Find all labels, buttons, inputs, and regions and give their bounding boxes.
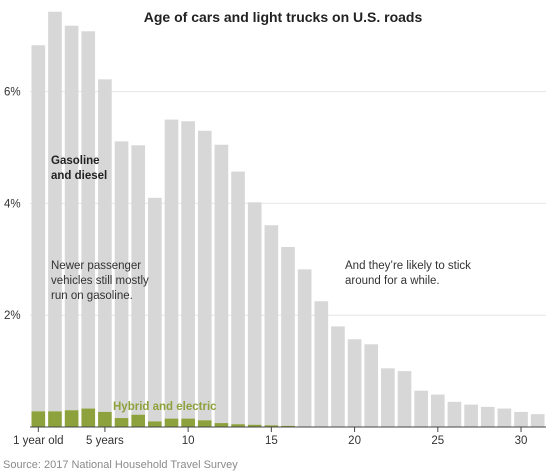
y-tick-label: 2% xyxy=(4,310,21,322)
gas-bar xyxy=(397,371,412,427)
x-tick-label: 5 years xyxy=(86,435,124,447)
hybrid-bar xyxy=(197,420,212,427)
hybrid-bar xyxy=(214,423,229,427)
hybrid-series-label: Hybrid and electric xyxy=(113,401,217,413)
newer-note-line2: vehicles still mostly xyxy=(51,275,149,287)
hybrid-bar xyxy=(98,411,112,427)
newer-note-line1: Newer passenger xyxy=(51,260,141,272)
gas-bar xyxy=(430,394,445,427)
hybrid-bar xyxy=(148,421,162,427)
hybrid-bar xyxy=(64,410,79,427)
y-axis-ticks: 2% 4% 6% xyxy=(4,87,21,323)
hybrid-bar xyxy=(164,418,179,427)
gas-bar xyxy=(447,401,462,427)
gas-bar xyxy=(247,202,262,425)
x-tick-label: 25 xyxy=(431,435,444,447)
gas-bar xyxy=(464,404,478,427)
x-axis-ticks: 1 year old 5 years 10 15 20 25 30 xyxy=(13,427,527,447)
gas-bar xyxy=(364,344,379,427)
y-tick-label: 4% xyxy=(4,198,21,210)
hybrid-bar xyxy=(48,411,62,427)
stick-note-line1: And they’re likely to stick xyxy=(345,260,471,272)
gas-bar xyxy=(514,411,528,427)
gas-bar xyxy=(148,197,162,422)
stick-note-line2: around for a while. xyxy=(345,275,440,287)
gas-bar xyxy=(197,130,212,421)
gas-series-label-line2: and diesel xyxy=(51,170,107,182)
hybrid-bar xyxy=(81,408,96,427)
gas-bar xyxy=(264,225,279,426)
gas-bar xyxy=(331,326,345,427)
hybrid-bar xyxy=(231,424,245,427)
gasoline-diesel-bars xyxy=(31,11,545,427)
gas-bar xyxy=(81,31,96,409)
gas-bar xyxy=(181,121,195,419)
hybrid-bar xyxy=(247,424,262,427)
hybrid-bar xyxy=(31,411,46,427)
hybrid-bar xyxy=(114,418,129,427)
x-tick-label: 10 xyxy=(182,435,195,447)
gas-bar xyxy=(214,144,229,424)
gas-bar xyxy=(530,414,545,427)
gas-bar xyxy=(347,339,362,427)
hybrid-bar xyxy=(281,425,295,427)
gas-bar xyxy=(480,406,495,427)
gas-bar xyxy=(64,25,79,411)
gas-bar xyxy=(297,269,312,427)
gas-bar xyxy=(31,45,46,412)
x-tick-label: 30 xyxy=(515,435,528,447)
gas-bar xyxy=(497,408,512,427)
hybrid-electric-bars xyxy=(31,408,295,427)
gas-bar xyxy=(114,141,129,419)
y-tick-label: 6% xyxy=(4,87,21,99)
gas-bar xyxy=(281,247,295,426)
source-note: Source: 2017 National Household Travel S… xyxy=(3,459,238,471)
gas-series-label-line1: Gasoline xyxy=(51,155,100,167)
x-tick-label: 20 xyxy=(348,435,361,447)
chart-title: Age of cars and light trucks on U.S. roa… xyxy=(144,9,423,25)
gas-bar xyxy=(164,119,179,419)
gas-bar xyxy=(98,79,112,412)
gas-bar xyxy=(414,390,428,427)
hybrid-bar xyxy=(181,418,195,427)
newer-note-line3: run on gasoline. xyxy=(51,290,133,302)
x-tick-label: 1 year old xyxy=(13,435,64,447)
hybrid-bar xyxy=(131,414,146,427)
gas-bar xyxy=(381,368,395,427)
hybrid-bar xyxy=(264,425,279,427)
gas-bar xyxy=(314,301,329,427)
gas-bar xyxy=(231,171,245,425)
gas-bar xyxy=(48,11,62,412)
x-tick-label: 15 xyxy=(265,435,278,447)
gas-bar xyxy=(131,145,146,415)
